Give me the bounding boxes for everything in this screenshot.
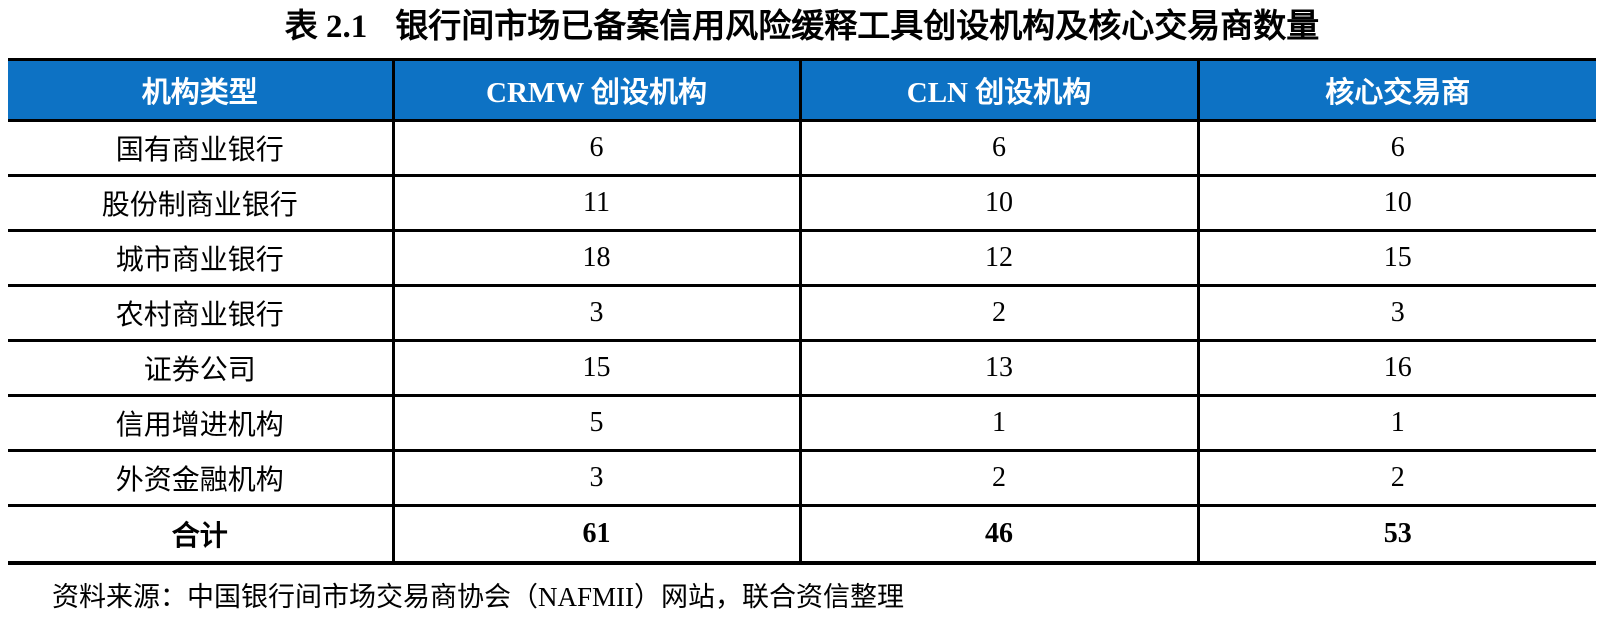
table-row: 国有商业银行 6 6 6 — [8, 119, 1596, 176]
row-label: 信用增进机构 — [8, 394, 393, 451]
column-header-institution-type: 机构类型 — [8, 59, 393, 121]
total-cell-core-dealers: 53 — [1196, 504, 1596, 563]
table-cell: 5 — [391, 394, 800, 451]
table-cell: 10 — [1196, 174, 1596, 231]
column-header-crmw-creators: CRMW 创设机构 — [391, 59, 800, 121]
total-cell-crmw: 61 — [391, 504, 800, 563]
table-cell: 12 — [798, 229, 1198, 286]
column-header-cln-creators: CLN 创设机构 — [798, 59, 1198, 121]
table-number: 表 2.1 — [284, 9, 368, 45]
table-cell: 16 — [1196, 339, 1596, 396]
table-cell: 11 — [391, 174, 800, 231]
table-cell: 1 — [798, 394, 1198, 451]
header-row: 机构类型 CRMW 创设机构 CLN 创设机构 核心交易商 — [8, 59, 1596, 121]
table-cell: 18 — [391, 229, 800, 286]
table-cell: 3 — [391, 284, 800, 341]
table-cell: 15 — [391, 339, 800, 396]
table-cell: 3 — [391, 449, 800, 506]
row-label: 城市商业银行 — [8, 229, 393, 286]
table-row: 证券公司 15 13 16 — [8, 339, 1596, 396]
column-header-core-dealers: 核心交易商 — [1196, 59, 1596, 121]
table-cell: 6 — [798, 119, 1198, 176]
total-row: 合计 61 46 53 — [8, 504, 1596, 563]
table-cell: 3 — [1196, 284, 1596, 341]
table-row: 城市商业银行 18 12 15 — [8, 229, 1596, 286]
table-cell: 10 — [798, 174, 1198, 231]
row-label: 股份制商业银行 — [8, 174, 393, 231]
table-cell: 2 — [1196, 449, 1596, 506]
table-cell: 2 — [798, 449, 1198, 506]
row-label: 外资金融机构 — [8, 449, 393, 506]
data-table: 机构类型 CRMW 创设机构 CLN 创设机构 核心交易商 国有商业银行 6 6… — [8, 58, 1596, 565]
table-cell: 1 — [1196, 394, 1596, 451]
source-note: 资料来源：中国银行间市场交易商协会（NAFMII）网站，联合资信整理 — [52, 582, 905, 612]
table-row: 信用增进机构 5 1 1 — [8, 394, 1596, 451]
table-cell: 2 — [798, 284, 1198, 341]
table-title: 表 2.1 银行间市场已备案信用风险缓释工具创设机构及核心交易商数量 — [0, 0, 1604, 47]
table-cell: 6 — [1196, 119, 1596, 176]
table-cell: 15 — [1196, 229, 1596, 286]
row-label: 农村商业银行 — [8, 284, 393, 341]
table-cell: 6 — [391, 119, 800, 176]
table-cell: 13 — [798, 339, 1198, 396]
total-cell-cln: 46 — [798, 504, 1198, 563]
row-label: 证券公司 — [8, 339, 393, 396]
table-row: 股份制商业银行 11 10 10 — [8, 174, 1596, 231]
table-row: 农村商业银行 3 2 3 — [8, 284, 1596, 341]
table-row: 外资金融机构 3 2 2 — [8, 449, 1596, 506]
row-label: 国有商业银行 — [8, 119, 393, 176]
total-row-label: 合计 — [8, 504, 393, 563]
table-title-text: 银行间市场已备案信用风险缓释工具创设机构及核心交易商数量 — [395, 9, 1320, 45]
